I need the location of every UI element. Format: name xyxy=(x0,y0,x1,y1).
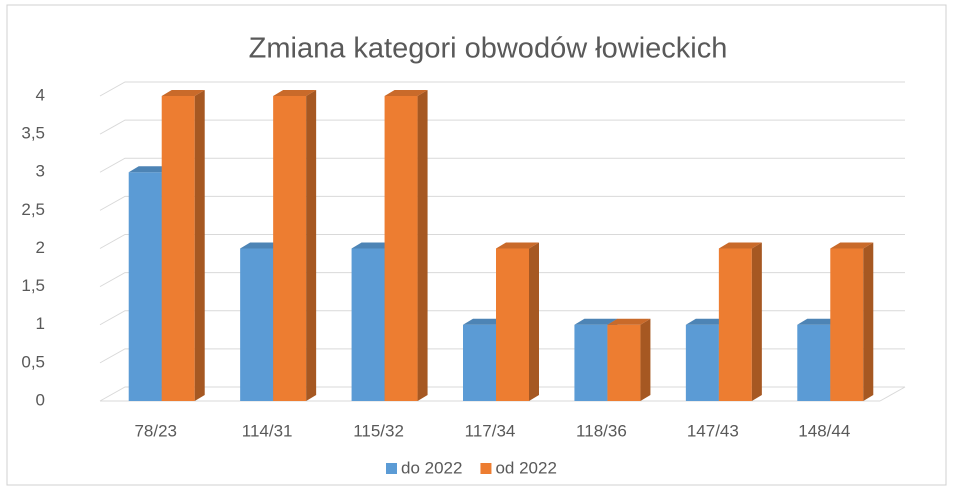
y-tick-label: 1,5 xyxy=(21,276,45,295)
grid-line xyxy=(99,195,905,211)
bar xyxy=(830,242,874,401)
bar-front xyxy=(718,248,752,401)
bar-top xyxy=(574,318,618,325)
grid-line xyxy=(99,272,905,288)
legend-label: od 2022 xyxy=(495,458,556,477)
y-tick-label: 2,5 xyxy=(21,200,45,219)
x-tick-label: 118/36 xyxy=(576,421,627,440)
bar xyxy=(161,90,205,401)
x-tick-label: 147/43 xyxy=(687,421,739,440)
y-tick-label: 0,5 xyxy=(21,352,45,371)
y-tick-label: 2 xyxy=(36,238,45,257)
bar-side xyxy=(751,242,762,401)
legend-swatch xyxy=(386,463,397,474)
bar-front xyxy=(685,324,719,401)
bar-side xyxy=(529,242,539,401)
bar-front xyxy=(273,96,307,401)
bar xyxy=(496,242,539,401)
bar-side xyxy=(417,90,428,401)
bar xyxy=(797,318,841,401)
bar-top xyxy=(128,166,172,173)
legend-swatch xyxy=(480,463,492,474)
bar-front xyxy=(240,248,274,401)
bar-top xyxy=(240,242,284,249)
bar xyxy=(718,242,762,401)
y-tick-label: 0 xyxy=(36,390,45,409)
chart-title: Zmiana kategori obwodów łowieckich xyxy=(249,33,728,65)
grid-line xyxy=(99,310,905,326)
x-tick-label: 78/23 xyxy=(134,421,177,440)
bar-front xyxy=(384,96,418,401)
y-tick-label: 3 xyxy=(36,162,45,181)
bar-top xyxy=(496,242,539,249)
bar-front xyxy=(496,248,529,401)
bar-top xyxy=(607,318,651,325)
floor-edge xyxy=(879,386,906,402)
bar xyxy=(607,318,651,401)
bar-front xyxy=(463,324,496,401)
y-tick-label: 3,5 xyxy=(21,124,45,143)
bar-top xyxy=(685,318,729,325)
bar-side xyxy=(640,318,651,401)
bar-front xyxy=(574,324,608,401)
legend-label: do 2022 xyxy=(401,458,462,477)
grid-line xyxy=(99,157,905,173)
bar-front xyxy=(797,324,831,401)
bar-top xyxy=(830,242,874,249)
bar-front xyxy=(161,96,195,401)
bar-front xyxy=(607,324,641,401)
bar-side xyxy=(306,90,317,401)
bar-top xyxy=(351,242,395,249)
y-tick-label: 4 xyxy=(36,85,45,104)
bar xyxy=(384,90,428,401)
bar-top xyxy=(273,90,317,96)
bar-side xyxy=(863,242,874,401)
grid-line xyxy=(99,81,905,97)
grid-line xyxy=(99,234,905,249)
x-tick-label: 117/34 xyxy=(465,421,516,440)
bar-side xyxy=(194,90,205,401)
bar-top xyxy=(384,90,428,96)
grid-line xyxy=(99,119,905,135)
bar-front xyxy=(128,172,162,401)
bar-top xyxy=(161,90,205,96)
x-tick-label: 115/32 xyxy=(353,421,404,440)
y-tick-label: 1 xyxy=(36,314,45,333)
bar xyxy=(273,90,317,401)
bar-front xyxy=(830,248,864,401)
bar-top xyxy=(797,318,841,325)
bar-top xyxy=(718,242,762,249)
bar-top xyxy=(463,318,506,325)
x-tick-label: 114/31 xyxy=(242,421,293,440)
x-tick-label: 148/44 xyxy=(798,421,850,440)
bar-front xyxy=(351,248,385,401)
